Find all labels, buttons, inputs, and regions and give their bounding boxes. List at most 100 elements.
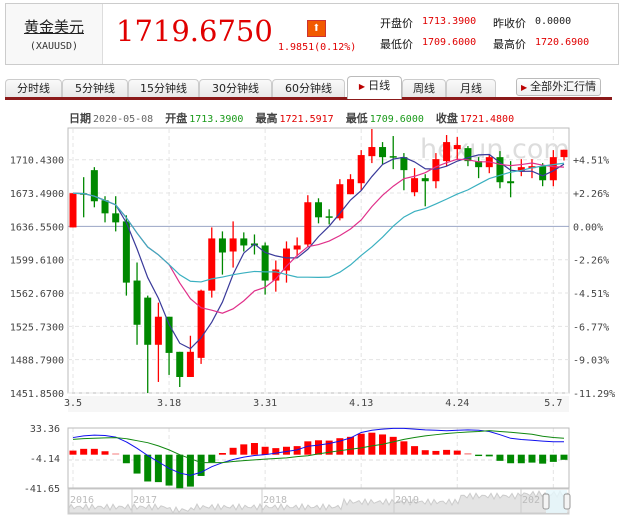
candle-info-bar: 日期 2020-05-08 开盘 1713.3900 最高 1721.5917 最低 1… <box>69 110 514 126</box>
candle-down <box>261 245 269 281</box>
macd-bar <box>229 447 237 455</box>
macd-bar <box>282 446 290 455</box>
candle-down <box>218 238 226 253</box>
open-label: 开盘价 <box>380 17 413 30</box>
macd-bar <box>475 454 483 457</box>
macd-bar <box>101 451 109 455</box>
price-tick-label: 1488.7900 <box>10 356 64 367</box>
macd-bar <box>453 450 461 455</box>
candle-down <box>90 170 98 202</box>
macd-bar <box>443 449 451 455</box>
candle-up <box>186 351 194 377</box>
high-label: 最高 <box>255 112 278 125</box>
macd-bar <box>112 453 120 455</box>
macd-bar <box>336 438 344 455</box>
date-value: 2020-05-08 <box>93 114 154 125</box>
year-label: 2017 <box>133 495 157 506</box>
candle-up <box>197 290 205 358</box>
candle-up <box>368 147 376 157</box>
candle-down <box>539 166 547 181</box>
candle-up <box>560 149 568 158</box>
candle-up <box>304 202 312 245</box>
macd-bar <box>560 454 568 460</box>
percent-tick-label: -11.29% <box>573 389 615 400</box>
macd-bar <box>496 454 504 461</box>
year-label: 202 <box>522 495 540 506</box>
prev-close-label: 昨收价 <box>493 17 526 30</box>
candle-up <box>517 167 525 172</box>
dea-line <box>72 430 565 464</box>
close-value: 1721.4800 <box>459 114 515 125</box>
year-label: 2018 <box>263 495 287 506</box>
low-label: 最低价 <box>380 38 413 51</box>
macd-bar <box>218 453 226 455</box>
price-tick-label: 1525.7300 <box>10 322 64 333</box>
range-handle[interactable] <box>542 493 550 510</box>
instrument-name-link[interactable]: 黄金美元 <box>23 18 84 36</box>
macd-bar <box>304 441 312 455</box>
macd-bar <box>507 454 515 464</box>
macd-bar <box>485 454 493 457</box>
candle-down <box>400 157 408 171</box>
candle-down <box>144 297 152 345</box>
candle-down <box>496 157 504 183</box>
price-tick-label: 1562.6700 <box>10 289 64 300</box>
macd-bar <box>133 454 141 474</box>
macd-bar <box>432 450 440 455</box>
x-tick-label: 4.24 <box>445 398 469 409</box>
tab-weekly[interactable]: 周线 <box>402 79 446 98</box>
percent-tick-label: -6.77% <box>573 322 609 333</box>
ma5-line <box>72 153 565 350</box>
x-tick-label: 5.7 <box>544 398 562 409</box>
watermark: hexun.com <box>420 134 570 165</box>
plot-frame <box>67 127 570 394</box>
candle-up <box>282 248 290 271</box>
tab-30min[interactable]: 30分钟线 <box>199 79 272 98</box>
open-label: 开盘 <box>165 112 188 125</box>
macd-bar <box>122 454 130 464</box>
candle-down <box>176 351 184 377</box>
macd-bar <box>528 454 536 463</box>
macd-bar <box>464 453 472 455</box>
tab-monthly[interactable]: 月线 <box>446 79 496 98</box>
navigator-area <box>67 490 570 515</box>
tab-60min[interactable]: 60分钟线 <box>272 79 345 98</box>
tab-underline <box>5 97 612 100</box>
price-tick-label: 1599.6100 <box>10 256 64 267</box>
tab-5min[interactable]: 5分钟线 <box>62 79 128 98</box>
high-value: 1720.6900 <box>535 37 590 48</box>
x-tick-label: 4.13 <box>349 398 373 409</box>
candle-down <box>325 216 333 218</box>
candle-down <box>122 221 130 283</box>
macd-bar <box>357 433 365 455</box>
candle-up <box>208 238 216 291</box>
percent-tick-label: +2.26% <box>573 189 609 200</box>
macd-bar <box>272 448 280 455</box>
low-label: 最低 <box>345 112 368 125</box>
macd-bar <box>411 446 419 455</box>
tab-daily-label: 日线 <box>368 79 391 92</box>
macd-tick-label: 33.36 <box>30 424 60 435</box>
macd-bar <box>240 444 248 455</box>
tab-15min[interactable]: 15分钟线 <box>128 79 199 98</box>
navigator-selection <box>546 490 567 513</box>
dif-line <box>72 427 564 476</box>
instrument-code: (XAUUSD) <box>29 41 79 52</box>
macd-bar <box>80 448 88 455</box>
price-change: 1.9851(0.12%) <box>278 42 357 53</box>
macd-bar <box>421 450 429 455</box>
macd-bar <box>539 454 547 464</box>
price-tick-label: 1636.5500 <box>10 222 64 233</box>
price-tick-label: 1451.8500 <box>10 389 64 400</box>
tab-intraday[interactable]: 分时线 <box>5 79 62 98</box>
range-handle[interactable] <box>563 493 571 510</box>
tab-daily[interactable]: ▶ 日线 <box>347 76 402 99</box>
macd-frame <box>67 427 570 489</box>
candle-down <box>133 280 141 325</box>
low-value: 1709.6000 <box>422 37 477 48</box>
all-forex-button[interactable]: ▶ 全部外汇行情 <box>516 78 602 96</box>
x-axis-band <box>68 396 569 412</box>
close-label: 收盘 <box>435 112 458 125</box>
macd-tick-label: -4.14 <box>30 454 60 465</box>
